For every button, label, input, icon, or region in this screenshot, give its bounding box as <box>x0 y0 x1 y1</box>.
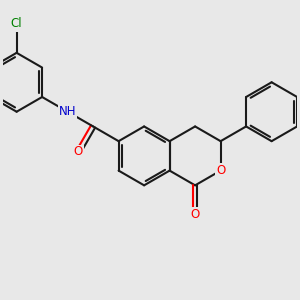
Text: O: O <box>216 164 225 177</box>
Text: Cl: Cl <box>11 17 22 30</box>
Text: O: O <box>190 208 200 221</box>
Text: NH: NH <box>59 105 76 118</box>
Text: O: O <box>74 146 83 158</box>
